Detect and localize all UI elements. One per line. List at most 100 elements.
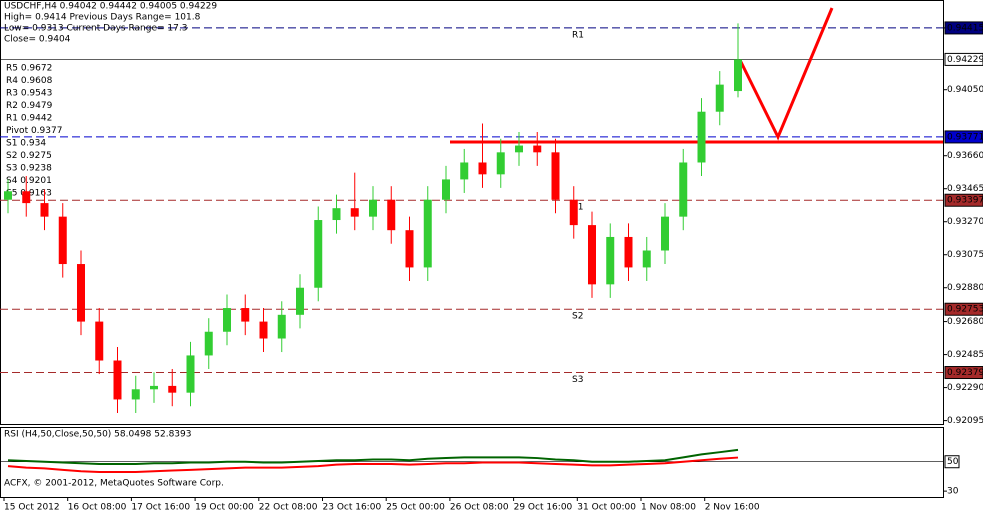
level-price-box [944, 366, 983, 380]
candle-body [734, 59, 742, 92]
level-name: S3 [572, 375, 583, 385]
pivot-line: Pivot 0.9377 [6, 126, 62, 136]
y-tick-label: 0.93465 [947, 184, 983, 194]
candle-body [460, 162, 469, 180]
x-tick-label: 15 Oct 2012 [4, 503, 60, 513]
candle-body [551, 152, 560, 200]
x-tick-label: 25 Oct 00:00 [386, 503, 445, 513]
candle-body [131, 389, 140, 400]
candle-body [204, 331, 213, 356]
level-price-label: 0.92379 [947, 368, 983, 378]
rsi-tick-label: 30 [947, 487, 959, 497]
info-line: Close= 0.9404 [4, 35, 71, 45]
level-name: R1 [572, 30, 584, 40]
level-price-label: 0.93771 [947, 132, 983, 142]
level-price-box [944, 52, 983, 66]
candle-body [697, 111, 706, 163]
x-tick-label: 23 Oct 16:00 [323, 503, 382, 513]
candle-body [642, 250, 651, 268]
candle-body [223, 308, 231, 332]
pivot-line: R5 0.9672 [6, 64, 52, 74]
y-tick-label: 0.92095 [947, 416, 983, 426]
x-tick-label: 29 Oct 16:00 [514, 503, 573, 513]
candle-body [58, 216, 67, 265]
candle-body [533, 145, 542, 153]
level-price-box [944, 302, 983, 316]
y-tick-label: 0.92290 [947, 383, 983, 393]
info-line: Low= 0.9313 Current Days Range= 17.3 [4, 24, 187, 34]
candle-body [332, 208, 341, 221]
main-panel [0, 0, 944, 425]
candle-body [113, 360, 122, 400]
candle-body [168, 385, 177, 393]
y-tick-label: 0.92680 [947, 317, 983, 327]
candle-body [478, 162, 487, 175]
rsi-line [7, 456, 739, 474]
candle-body [569, 199, 578, 226]
y-tick-label: 0.93660 [947, 151, 983, 161]
candle-body [369, 199, 377, 217]
x-tick-label: 16 Oct 08:00 [68, 503, 127, 513]
pivot-line: S4 0.9201 [6, 176, 52, 186]
rsi-line [7, 448, 739, 465]
candle-body [661, 216, 669, 251]
candle-body [442, 179, 450, 200]
candle-body [277, 314, 286, 339]
y-tick-label: 0.92880 [947, 283, 983, 293]
copyright: ACFX, © 2001-2012, MetaQuotes Software C… [4, 479, 224, 489]
candle-body [606, 236, 615, 285]
y-tick-label: 0.93075 [947, 250, 983, 260]
level-price-box [944, 21, 983, 35]
pivot-line: R2 0.9479 [6, 101, 53, 111]
candle-body [77, 264, 85, 322]
x-tick-label: 17 Oct 16:00 [131, 503, 190, 513]
level-price-label: 0.94415 [947, 23, 983, 33]
candle-body [624, 236, 633, 268]
candle-body [496, 152, 505, 175]
candle-body [150, 385, 158, 390]
candle-body [350, 208, 359, 217]
pivot-line: R3 0.9543 [6, 89, 52, 99]
forecast-drawing [738, 7, 834, 141]
rsi-tick-label: 50 [947, 457, 959, 467]
symbol-header: USDCHF,H4 0.94042 0.94442 0.94005 0.9422… [4, 2, 217, 12]
y-tick-label: 0.92485 [947, 350, 983, 360]
x-tick-label: 26 Oct 08:00 [450, 503, 509, 513]
x-tick-label: 1 Nov 08:00 [641, 503, 696, 513]
pivot-line: R4 0.9608 [6, 76, 53, 86]
pivot-line: S1 0.934 [6, 139, 46, 149]
candle-body [22, 191, 31, 204]
candle-body [40, 203, 49, 217]
candle-body [423, 199, 432, 268]
level-price-label: 0.92753 [947, 305, 983, 315]
pivot-line: R1 0.9442 [6, 114, 52, 124]
level-price-label: 0.93397 [947, 196, 983, 206]
info-line: High= 0.9414 Previous Days Range= 101.8 [4, 13, 201, 23]
level-price-label: 0.94229 [947, 55, 983, 65]
candle-body [4, 191, 12, 200]
level-price-box [944, 193, 983, 207]
pivot-line: S2 0.9275 [6, 151, 52, 161]
x-tick-label: 19 Oct 00:00 [195, 503, 254, 513]
candle-body [186, 355, 195, 393]
candle-body [95, 321, 104, 361]
x-tick-label: 31 Oct 00:00 [577, 503, 636, 513]
candle-body [405, 230, 414, 268]
candle-body [296, 287, 304, 315]
pivot-line: S3 0.9238 [6, 164, 52, 174]
y-tick-label: 0.94050 [947, 85, 983, 95]
x-tick-label: 22 Oct 08:00 [259, 503, 318, 513]
x-tick-label: 2 Nov 16:00 [705, 503, 760, 513]
candle-body [259, 321, 268, 339]
rsi-title: RSI (H4,50,Close,50,50) 58.0498 52.8393 [4, 430, 191, 440]
candle-body [679, 162, 688, 217]
rsi-level-box [944, 455, 960, 469]
candle-body [715, 84, 724, 112]
candle-body [387, 199, 396, 231]
y-tick-label: 0.93270 [947, 217, 983, 227]
level-price-box [944, 130, 983, 144]
candle-body [588, 225, 596, 285]
candle-body [241, 308, 250, 322]
candle-body [314, 220, 323, 288]
